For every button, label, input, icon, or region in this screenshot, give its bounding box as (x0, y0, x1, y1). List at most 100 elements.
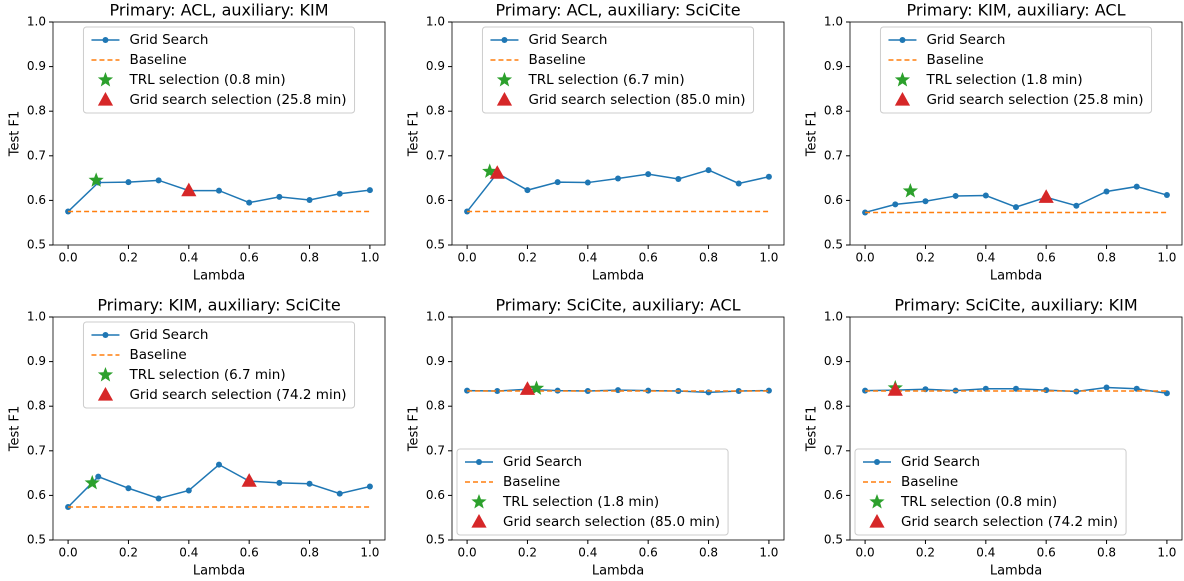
subplot-title: Primary: ACL, auxiliary: KIM (110, 1, 329, 20)
data-point (1103, 384, 1110, 391)
plot-frame (849, 21, 1183, 246)
plot-frame (52, 21, 386, 246)
subplot: Primary: KIM, auxiliary: ACL Lambda Test F… (805, 1, 1183, 284)
x-tick-label: 0.2 (916, 546, 935, 560)
legend-box (456, 448, 729, 536)
legend-box (82, 321, 356, 409)
data-point (1013, 204, 1019, 211)
y-tick-label: 0.9 (27, 354, 46, 368)
x-tick-label: 1.0 (360, 546, 379, 560)
subplot: Primary: ACL, auxiliary: KIM Lambda Test F… (8, 1, 386, 284)
triangle-marker (241, 473, 257, 487)
y-tick-label: 0.7 (824, 148, 843, 162)
data-point (494, 388, 501, 395)
y-tick-label: 0.7 (27, 443, 46, 457)
triangle-marker (519, 381, 536, 395)
x-tick-label: 0.0 (59, 546, 78, 560)
y-axis-label: Test F1 (8, 111, 23, 157)
subplot: Primary: SciCite, auxiliary: KIM Lambda Te… (805, 296, 1183, 579)
legend-label: Grid Search (901, 454, 980, 470)
legend-box (481, 26, 755, 114)
y-tick-label: 0.9 (824, 59, 843, 73)
legend-swatch (97, 72, 114, 87)
x-tick-label: 0.4 (976, 251, 995, 265)
data-point (1103, 188, 1110, 195)
x-axis-label: Lambda (990, 564, 1042, 579)
x-axis-label: Lambda (193, 269, 245, 284)
legend-swatch (102, 332, 109, 338)
x-tick-label: 0.2 (518, 251, 537, 265)
star-marker (482, 163, 498, 178)
data-point (336, 190, 343, 197)
plot-frame (849, 316, 1183, 541)
subplot: Primary: SciCite, auxiliary: ACL Lambda Te… (407, 296, 785, 579)
x-tick-label: 0.8 (300, 251, 319, 265)
x-tick-label: 0.6 (240, 251, 259, 265)
legend-swatch (496, 92, 513, 106)
y-tick-label: 1.0 (27, 310, 46, 324)
plot-frame (451, 21, 785, 246)
legend-swatch (97, 387, 114, 401)
data-point (615, 387, 621, 394)
data-point (615, 175, 621, 182)
legend-swatch (894, 92, 911, 106)
legend-label: TRL selection (0.8 min) (128, 72, 285, 88)
legend-label: Grid Search (528, 32, 607, 48)
data-point (216, 461, 222, 468)
subplot-title: Primary: KIM, auxiliary: ACL (907, 1, 1126, 20)
y-tick-label: 0.8 (27, 399, 46, 413)
data-point (645, 171, 652, 178)
x-axis-label: Lambda (592, 564, 644, 579)
legend-label: Grid search selection (25.8 min) (129, 92, 346, 108)
y-tick-label: 0.5 (426, 533, 445, 547)
legend-label: Grid Search (926, 32, 1005, 48)
x-tick-label: 1.0 (759, 546, 778, 560)
data-point (922, 198, 929, 205)
legend-swatch (501, 37, 508, 43)
legend-swatch (899, 37, 906, 43)
subplot-title: Primary: SciCite, auxiliary: ACL (495, 296, 740, 315)
plot-frame (52, 316, 386, 541)
legend-label: Grid search selection (85.0 min) (503, 514, 720, 530)
y-tick-label: 0.7 (426, 148, 445, 162)
x-tick-label: 0.4 (179, 251, 198, 265)
legend-swatch (97, 92, 114, 106)
data-point (125, 485, 132, 492)
legend-label: TRL selection (1.8 min) (502, 494, 659, 510)
y-tick-label: 0.6 (426, 488, 445, 502)
y-tick-label: 1.0 (824, 15, 843, 29)
legend: Grid Search Baseline TRL selection (6.7 mi… (82, 321, 356, 409)
y-tick-label: 0.5 (824, 533, 843, 547)
legend-label: Baseline (926, 52, 983, 68)
x-tick-label: 0.8 (1097, 546, 1116, 560)
x-tick-label: 0.8 (699, 546, 718, 560)
y-tick-label: 0.7 (27, 148, 46, 162)
legend-swatch (869, 494, 885, 509)
y-axis-label: Test F1 (8, 406, 23, 452)
data-point (276, 479, 283, 486)
y-tick-label: 0.6 (426, 193, 445, 207)
x-tick-label: 0.8 (300, 546, 319, 560)
x-tick-label: 1.0 (759, 251, 778, 265)
triangle-marker (181, 182, 197, 197)
legend: Grid Search Baseline TRL selection (1.8 mi… (456, 448, 729, 536)
data-point (765, 173, 772, 180)
y-tick-label: 0.5 (27, 238, 46, 252)
y-tick-label: 0.9 (426, 354, 445, 368)
data-point (155, 495, 162, 502)
x-tick-label: 1.0 (1157, 546, 1176, 560)
data-point (336, 490, 343, 497)
x-tick-label: 0.0 (59, 251, 78, 265)
x-tick-label: 0.4 (976, 546, 995, 560)
x-axis-label: Lambda (592, 269, 644, 284)
legend-swatch (894, 72, 911, 87)
data-point (524, 187, 531, 194)
legend: Grid Search Baseline TRL selection (0.8 mi… (854, 448, 1127, 536)
legend-swatch (496, 72, 513, 87)
data-point (216, 187, 222, 194)
legend-label: Grid search selection (74.2 min) (901, 514, 1118, 530)
legend-box (879, 26, 1153, 114)
x-tick-label: 0.2 (916, 251, 935, 265)
y-tick-label: 0.8 (27, 104, 46, 118)
x-tick-label: 0.8 (1097, 251, 1116, 265)
